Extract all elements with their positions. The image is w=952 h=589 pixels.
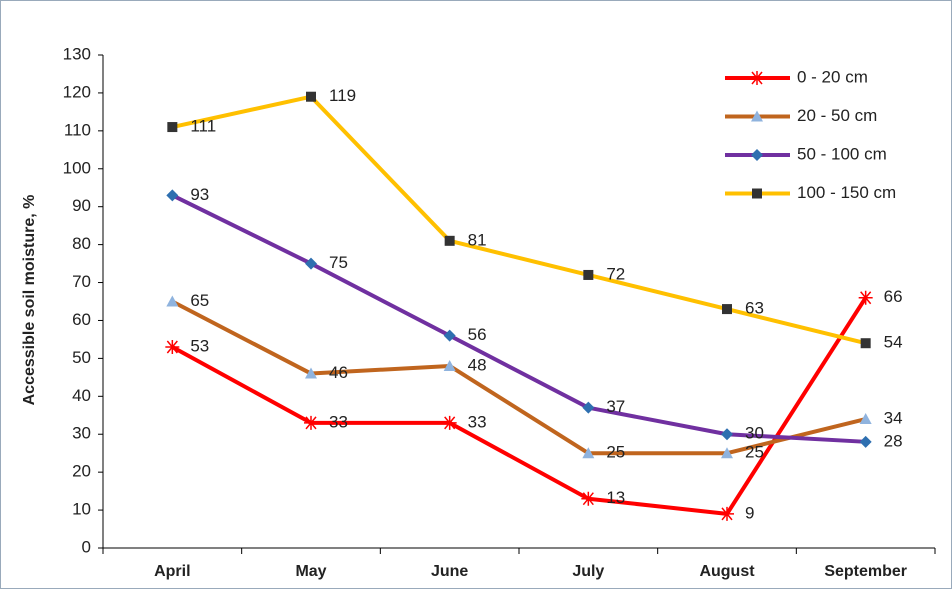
data-label: 48: [468, 355, 487, 374]
y-tick-label: 120: [63, 82, 91, 101]
marker: [751, 149, 763, 161]
marker: [721, 428, 733, 441]
marker: [165, 340, 180, 355]
data-label: 30: [745, 424, 764, 443]
y-tick-label: 30: [72, 424, 91, 443]
data-label: 46: [329, 363, 348, 382]
marker: [167, 122, 178, 133]
data-label: 13: [606, 488, 625, 507]
data-label: 111: [190, 117, 216, 136]
marker: [304, 415, 318, 430]
data-label: 33: [468, 412, 487, 431]
y-tick-label: 0: [82, 537, 91, 556]
y-tick-label: 70: [72, 272, 91, 291]
marker: [859, 413, 872, 425]
data-label: 25: [745, 443, 764, 462]
marker: [720, 506, 734, 521]
legend-label: 100 - 150 cm: [797, 183, 896, 202]
y-tick-label: 50: [72, 348, 91, 367]
marker: [858, 290, 873, 305]
y-tick-label: 90: [72, 196, 91, 215]
data-label: 9: [745, 503, 754, 522]
data-label: 54: [884, 333, 903, 352]
marker: [582, 447, 595, 459]
y-tick-label: 80: [72, 234, 91, 253]
y-tick-label: 130: [63, 44, 91, 63]
legend-label: 20 - 50 cm: [797, 106, 877, 125]
marker: [166, 189, 179, 202]
marker: [583, 269, 594, 280]
data-label: 75: [329, 253, 348, 272]
y-tick-label: 20: [72, 462, 91, 481]
marker: [442, 415, 457, 430]
y-tick-label: 110: [64, 120, 91, 139]
x-tick-label: June: [431, 563, 468, 580]
marker: [443, 329, 456, 342]
data-label: 33: [329, 412, 348, 431]
data-label: 119: [329, 86, 356, 105]
legend-label: 0 - 20 cm: [797, 67, 868, 86]
marker: [581, 491, 596, 506]
data-label: 66: [884, 287, 903, 306]
y-tick-label: 40: [72, 386, 91, 405]
x-tick-label: August: [699, 563, 755, 580]
y-tick-label: 10: [72, 500, 91, 519]
data-label: 81: [468, 230, 487, 249]
series-line: [171, 94, 867, 346]
marker: [859, 435, 872, 448]
marker: [860, 338, 871, 349]
marker: [721, 447, 733, 459]
y-tick-label: 100: [63, 158, 91, 177]
marker: [752, 188, 762, 199]
x-tick-label: May: [295, 563, 326, 580]
data-label: 34: [884, 409, 903, 428]
data-label: 53: [190, 336, 209, 355]
y-tick-label: 60: [72, 310, 91, 329]
marker: [306, 91, 316, 102]
marker: [722, 304, 732, 315]
data-label: 28: [884, 431, 903, 450]
data-label: 93: [190, 185, 209, 204]
data-label: 25: [606, 443, 625, 462]
x-tick-label: April: [154, 563, 190, 580]
marker: [166, 295, 179, 307]
series-line: [171, 296, 868, 516]
data-label: 37: [606, 397, 625, 416]
data-label: 65: [190, 291, 209, 310]
series-line: [171, 193, 866, 444]
x-tick-label: September: [824, 563, 907, 580]
legend-label: 50 - 100 cm: [797, 144, 887, 163]
data-label: 63: [745, 299, 764, 318]
marker: [305, 257, 317, 270]
marker: [751, 110, 763, 122]
marker: [443, 359, 456, 371]
y-axis-label: Accessible soil moisture, %: [21, 195, 38, 406]
marker: [305, 367, 317, 379]
marker: [582, 401, 595, 414]
x-tick-label: July: [572, 563, 604, 580]
marker: [750, 71, 764, 85]
data-label: 56: [468, 325, 487, 344]
data-label: 72: [606, 264, 625, 283]
series-line: [171, 299, 867, 456]
marker: [444, 235, 455, 246]
